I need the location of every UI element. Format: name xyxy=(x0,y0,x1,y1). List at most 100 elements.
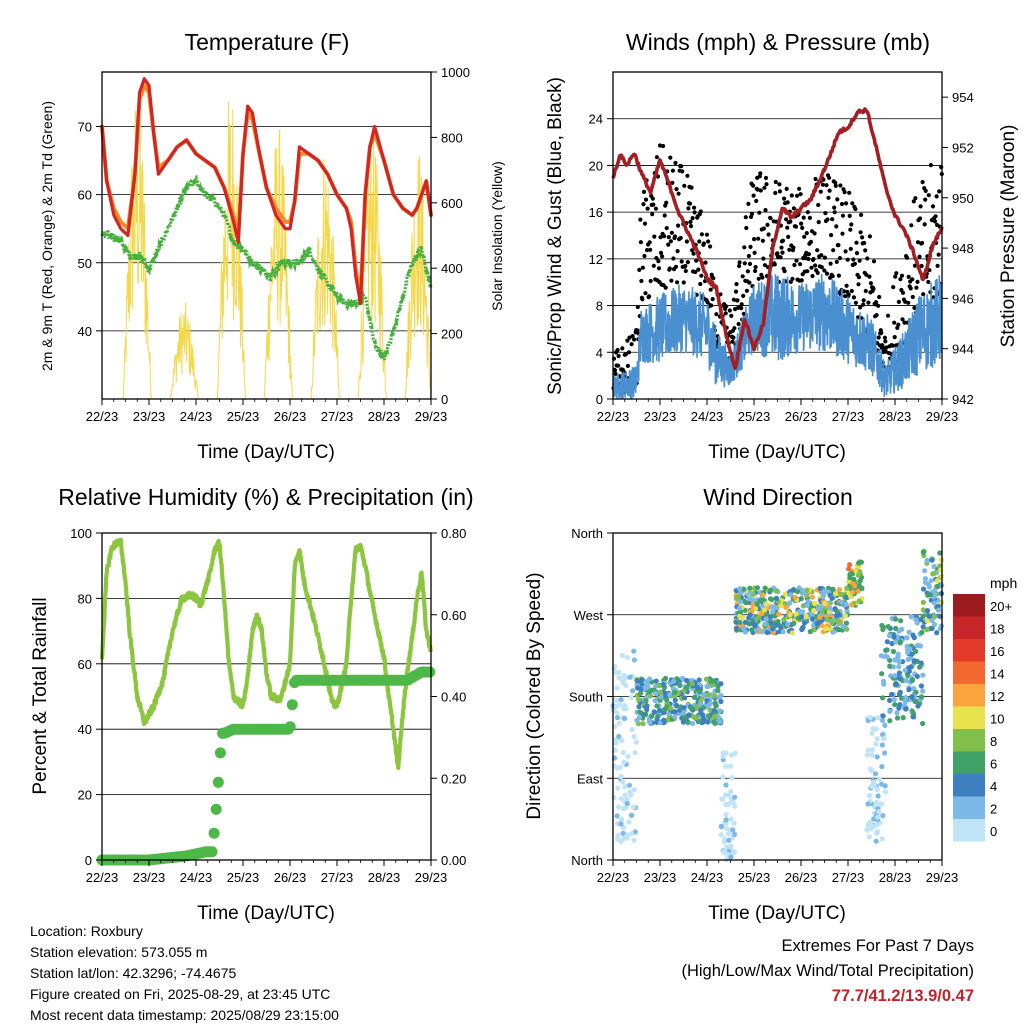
gust-point xyxy=(867,234,873,239)
direction-point xyxy=(656,683,662,689)
gust-point xyxy=(736,321,741,327)
y2-tick-label: 1000 xyxy=(441,65,470,80)
direction-point xyxy=(935,583,941,590)
temperature-panel: Temperature (F) 22/23 23/23 24/23 25/23 26/2… xyxy=(39,29,505,463)
direction-point xyxy=(624,796,630,803)
gust-point xyxy=(854,240,859,245)
gust-point xyxy=(641,189,647,194)
gust-point xyxy=(697,239,702,244)
direction-point xyxy=(621,706,627,712)
x-tick-label: 28/23 xyxy=(368,409,401,424)
y2-tick-label: 944 xyxy=(952,342,974,357)
gust-point xyxy=(670,180,675,185)
gust-point xyxy=(914,285,919,290)
direction-point xyxy=(882,722,888,729)
gust-point xyxy=(756,276,761,281)
direction-point xyxy=(935,607,942,613)
gust-point xyxy=(939,165,944,170)
gust-point xyxy=(824,183,829,188)
direction-point xyxy=(773,588,779,594)
gust-point xyxy=(664,226,669,231)
direction-point xyxy=(851,576,857,582)
gust-point xyxy=(625,363,631,368)
gust-point xyxy=(825,217,830,222)
gust-point xyxy=(660,254,665,259)
direction-point xyxy=(882,750,888,756)
gust-point xyxy=(811,257,816,262)
y-tick-label: 24 xyxy=(589,112,603,127)
figure-created: Figure created on Fri, 2025-08-29, at 23… xyxy=(30,986,331,1002)
gust-point xyxy=(833,183,838,188)
direction-point xyxy=(727,800,734,806)
gust-point xyxy=(824,271,830,276)
direction-point xyxy=(778,603,784,609)
gust-point xyxy=(682,183,687,188)
gust-point xyxy=(711,276,716,281)
direction-point xyxy=(799,626,805,633)
direction-point xyxy=(920,688,926,694)
y2-tick-label: 600 xyxy=(441,196,463,211)
direction-point xyxy=(632,750,638,756)
humidity-ticks: 22/23 23/23 24/23 25/23 26/23 27/23 28/23 29/23… xyxy=(70,526,466,885)
direction-point xyxy=(754,601,760,607)
gust-point xyxy=(692,205,697,210)
gust-point xyxy=(805,210,811,215)
gust-point xyxy=(827,175,832,180)
direction-point xyxy=(879,671,885,677)
gust-point xyxy=(675,249,680,254)
direction-point xyxy=(867,714,874,721)
gust-point xyxy=(657,143,663,148)
gust-point xyxy=(727,308,732,313)
gust-point xyxy=(842,190,847,195)
direction-point xyxy=(874,754,880,760)
station-location: Location: Roxbury xyxy=(30,923,143,939)
gust-point xyxy=(843,294,848,299)
direction-point xyxy=(822,601,828,607)
gust-point xyxy=(890,343,895,348)
gust-point xyxy=(815,248,820,253)
direction-point xyxy=(618,697,624,703)
temperature-series xyxy=(100,77,433,361)
direction-point xyxy=(814,621,820,627)
direction-point xyxy=(711,678,717,684)
colorbar-label: 12 xyxy=(990,689,1004,704)
direction-point xyxy=(749,627,755,633)
gust-point xyxy=(819,265,824,270)
direction-point xyxy=(908,664,914,670)
gust-point xyxy=(877,294,882,300)
gust-point xyxy=(806,256,811,262)
gust-point xyxy=(818,189,823,194)
direction-point xyxy=(743,600,749,606)
gust-point xyxy=(637,267,642,272)
gust-point xyxy=(762,185,767,190)
direction-point xyxy=(757,598,763,604)
gust-point xyxy=(847,190,852,195)
gust-point xyxy=(751,183,756,188)
direction-point xyxy=(622,784,628,790)
x-tick-label: 22/23 xyxy=(86,409,119,424)
x-tick-label: 25/23 xyxy=(227,409,260,424)
gust-point xyxy=(787,247,792,252)
direction-point xyxy=(920,624,926,630)
direction-point xyxy=(836,619,842,625)
gust-point xyxy=(809,265,814,270)
gust-point xyxy=(706,239,711,244)
direction-point xyxy=(679,675,686,682)
direction-point xyxy=(672,697,678,703)
direction-point xyxy=(611,666,617,672)
direction-ticks: 22/23 23/23 24/23 25/23 26/23 27/23 28/23 29/23… xyxy=(569,526,958,885)
gust-point xyxy=(905,255,910,260)
direction-point xyxy=(688,705,694,711)
direction-point xyxy=(874,799,880,806)
direction-point xyxy=(936,613,943,619)
y2-tick-label: 942 xyxy=(952,392,974,407)
direction-point xyxy=(644,678,650,685)
direction-point xyxy=(644,703,650,709)
gust-point xyxy=(762,263,768,268)
gust-point xyxy=(807,215,813,220)
direction-point xyxy=(791,620,797,626)
gust-point xyxy=(830,217,835,222)
direction-point xyxy=(689,680,695,687)
direction-point xyxy=(732,803,738,809)
direction-point xyxy=(686,712,692,718)
